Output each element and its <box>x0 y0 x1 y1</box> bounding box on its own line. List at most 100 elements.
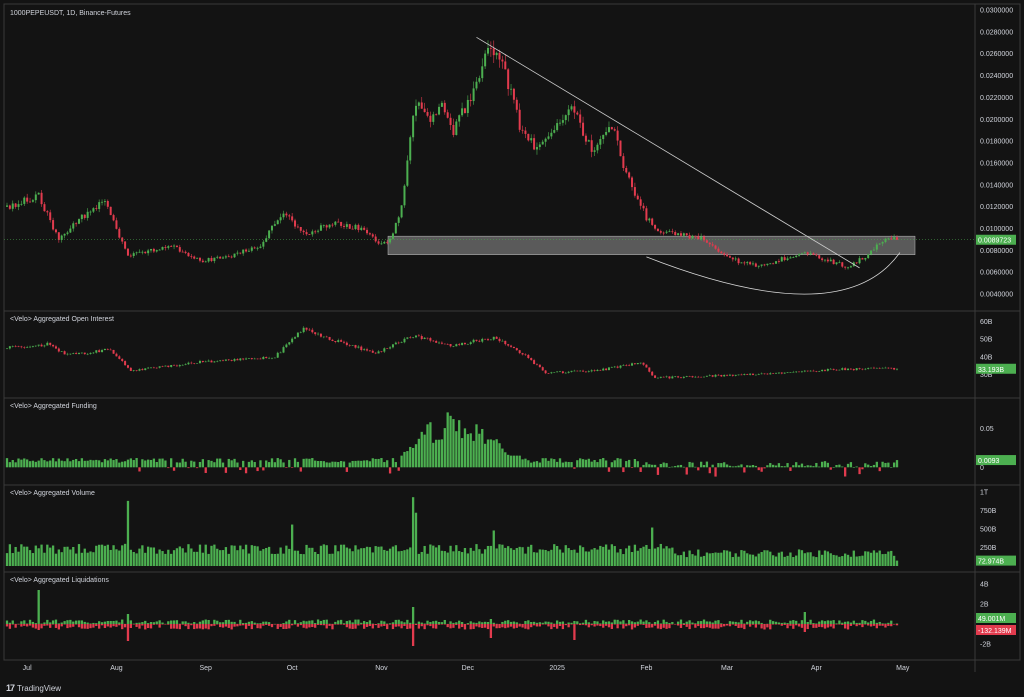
oi-candle <box>633 363 636 365</box>
volume-bar <box>158 549 161 566</box>
liquidation-bars <box>5 590 899 646</box>
price-candle <box>550 132 553 137</box>
liquidation-long-bar <box>884 623 887 625</box>
oi-candle <box>489 339 492 341</box>
volume-bar <box>43 552 46 566</box>
funding-bar <box>705 461 709 468</box>
funding-bar <box>207 460 210 468</box>
volume-bar <box>570 550 573 566</box>
liquidation-short-bar <box>849 624 853 626</box>
liquidation-short-bar <box>167 624 170 625</box>
price-candle <box>556 123 559 131</box>
liquidation-short-bar <box>803 624 806 632</box>
liquidation-short-bar <box>584 624 588 626</box>
liquidation-long-bar <box>864 620 867 624</box>
oi-candle <box>43 345 46 347</box>
liquidation-long-bar <box>288 619 291 624</box>
price-candle <box>527 133 530 141</box>
funding-bar <box>878 467 881 472</box>
liquidation-short-bar <box>711 624 714 629</box>
oi-candle <box>52 344 55 347</box>
liquidation-short-bar <box>890 624 893 627</box>
funding-bar <box>276 458 279 468</box>
oi-candle <box>495 336 498 339</box>
liquidation-short-bar <box>460 624 464 628</box>
oi-candle <box>342 341 345 343</box>
volume-bar <box>541 549 544 566</box>
liquidation-short-bar <box>210 624 213 627</box>
funding-bar <box>486 439 490 468</box>
liquidation-short-bar <box>469 624 472 630</box>
oi-candle <box>124 361 127 366</box>
price-candle <box>227 256 230 258</box>
oi-candle <box>665 376 668 378</box>
price-candle <box>103 201 106 202</box>
oi-candle <box>642 362 645 365</box>
liquidation-long-bar <box>46 619 49 624</box>
price-candle <box>870 250 873 255</box>
volume-bar <box>714 552 717 566</box>
price-candle <box>607 127 610 132</box>
volume-bar <box>406 549 409 566</box>
volume-bar <box>846 554 850 566</box>
price-candle <box>798 254 801 256</box>
oi-candle <box>317 333 320 335</box>
funding-bar <box>141 459 144 468</box>
volume-bar <box>443 551 446 566</box>
liquidation-short-bar <box>126 624 130 641</box>
volume-bar <box>636 550 639 566</box>
liquidation-short-bar <box>178 624 181 630</box>
price-candle <box>656 228 659 232</box>
funding-bar <box>844 467 847 477</box>
tradingview-logo[interactable]: 17 TradingView <box>6 683 61 693</box>
liquidation-long-bar <box>440 622 444 624</box>
funding-bar <box>109 458 112 468</box>
funding-bar <box>388 467 392 474</box>
funding-bar <box>403 451 406 468</box>
liquidation-long-bar <box>109 620 112 624</box>
funding-bar <box>112 460 115 468</box>
volume-bar <box>28 550 32 566</box>
funding-bar <box>221 462 225 468</box>
liquidation-long-bar <box>838 620 841 624</box>
volume-bar <box>164 553 167 566</box>
funding-bar <box>426 424 429 468</box>
price-candle <box>847 267 850 269</box>
liquidation-short-bar <box>28 624 32 626</box>
oi-candle <box>210 360 213 363</box>
oi-candle <box>354 345 357 348</box>
liquidation-short-bar <box>838 624 841 625</box>
liquidation-short-bar <box>627 624 631 626</box>
oi-candle <box>334 341 337 342</box>
price-candle <box>357 224 360 230</box>
funding-bar <box>233 458 236 468</box>
price-candle <box>72 223 75 229</box>
liquidation-long-bar <box>218 622 222 624</box>
volume-bars <box>5 497 899 566</box>
liquidation-short-bar <box>360 624 363 625</box>
volume-bar <box>757 553 760 566</box>
liquidation-short-bar <box>558 624 562 627</box>
price-candle <box>654 224 657 229</box>
liquidation-long-bar <box>581 622 585 624</box>
price-candle <box>348 224 351 229</box>
funding-bar <box>512 455 516 468</box>
oi-candle <box>296 332 299 338</box>
price-candle <box>46 211 49 213</box>
oi-candle <box>507 344 510 346</box>
volume-bar <box>763 550 766 566</box>
liquidation-short-bar <box>247 624 251 626</box>
oi-candle <box>406 337 409 339</box>
liquidation-short-bar <box>365 624 369 627</box>
volume-bar <box>558 549 562 566</box>
funding-bar <box>342 461 346 468</box>
volume-bar <box>829 553 832 566</box>
volume-bar <box>296 550 300 566</box>
price-candle <box>52 220 55 230</box>
liquidation-short-bar <box>83 624 86 629</box>
liquidation-long-bar <box>659 623 662 624</box>
volume-bar <box>201 552 205 566</box>
liquidation-long-bar <box>855 622 858 624</box>
oi-candle <box>394 342 397 345</box>
